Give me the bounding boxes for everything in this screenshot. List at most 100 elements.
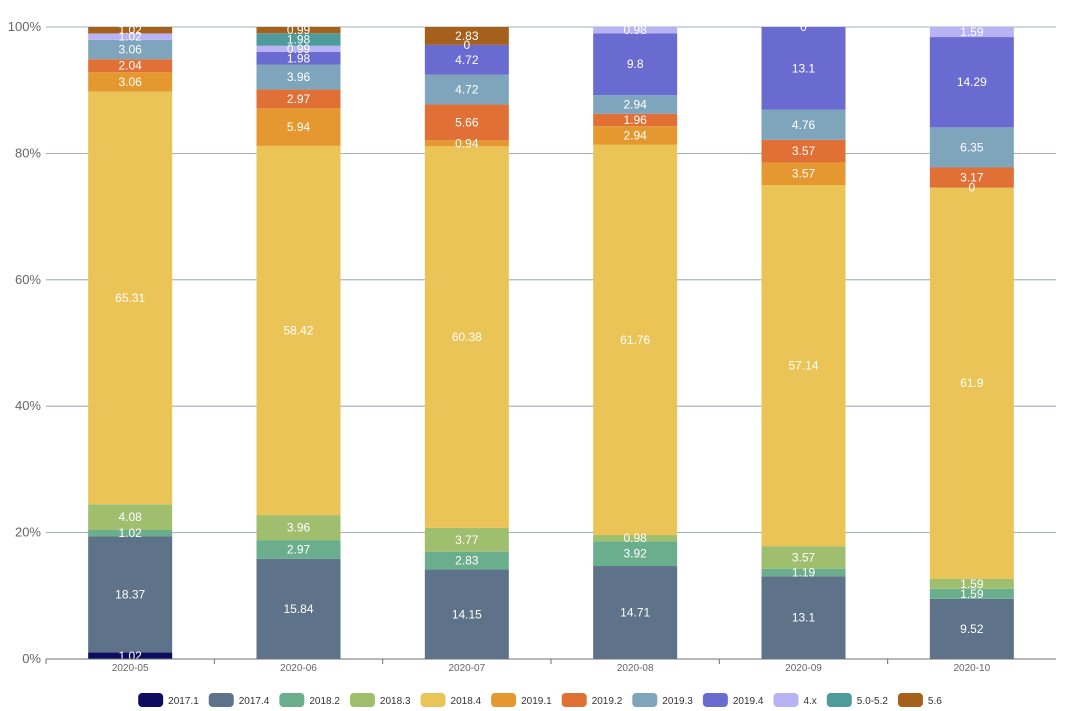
- bar-segment[interactable]: [88, 39, 173, 60]
- bar-segment[interactable]: [256, 540, 341, 559]
- bar-segment[interactable]: [593, 144, 678, 536]
- bar-segment[interactable]: [424, 104, 509, 141]
- bar-segment[interactable]: [424, 74, 509, 105]
- legend-label[interactable]: 2019.3: [662, 696, 693, 707]
- bar-segment[interactable]: [761, 185, 846, 547]
- x-category-label: 2020-10: [953, 663, 990, 674]
- bar-value-label: 4.72: [455, 53, 479, 67]
- legend-label[interactable]: 2018.4: [451, 696, 482, 707]
- bar-segment[interactable]: [88, 33, 173, 40]
- bar-value-label: 3.96: [287, 521, 311, 535]
- bar-segment[interactable]: [256, 64, 341, 90]
- x-category-label: 2020-05: [112, 663, 149, 674]
- bar-segment[interactable]: [929, 27, 1014, 38]
- bar-segment[interactable]: [761, 27, 846, 110]
- legend-swatch[interactable]: [420, 693, 446, 707]
- bar-segment[interactable]: [424, 44, 509, 75]
- bar-segment[interactable]: [424, 527, 509, 552]
- bar-value-label: 6.35: [960, 140, 984, 154]
- legend-swatch[interactable]: [138, 693, 164, 707]
- bar-value-label: 1.96: [623, 113, 647, 127]
- bar-value-label: 3.57: [792, 167, 816, 181]
- legend-label[interactable]: 4.x: [803, 696, 816, 707]
- legend-swatch[interactable]: [279, 693, 305, 707]
- bar-segment[interactable]: [88, 536, 173, 653]
- legend-label[interactable]: 2019.4: [733, 696, 764, 707]
- bar-segment[interactable]: [761, 109, 846, 140]
- bar-segment[interactable]: [256, 52, 341, 65]
- bar-value-label: 4.76: [792, 118, 816, 132]
- bar-segment[interactable]: [256, 27, 341, 34]
- bar-segment[interactable]: [256, 89, 341, 109]
- bar-value-label: 57.14: [788, 359, 818, 373]
- bar-segment[interactable]: [761, 568, 846, 577]
- bar-segment[interactable]: [256, 45, 341, 53]
- bar-segment[interactable]: [88, 72, 173, 92]
- bar-segment[interactable]: [88, 91, 173, 505]
- bar-segment[interactable]: [88, 504, 173, 531]
- bar-segment[interactable]: [761, 576, 846, 659]
- bar-value-label: 0.99: [287, 23, 311, 37]
- bar-segment[interactable]: [929, 127, 1014, 168]
- x-category-label: 2020-06: [280, 663, 317, 674]
- bar-segment[interactable]: [593, 95, 678, 114]
- legend-swatch[interactable]: [897, 693, 923, 707]
- bar-value-label: 58.42: [283, 323, 313, 337]
- legend-label[interactable]: 2018.3: [380, 696, 411, 707]
- bar-segment[interactable]: [929, 167, 1014, 188]
- bar-segment[interactable]: [88, 530, 173, 537]
- bar-segment[interactable]: [424, 569, 509, 659]
- legend-swatch[interactable]: [702, 693, 728, 707]
- bar-segment[interactable]: [593, 535, 678, 542]
- bar-segment[interactable]: [929, 578, 1014, 589]
- bar-segment[interactable]: [88, 27, 173, 34]
- bar-segment[interactable]: [761, 139, 846, 163]
- legend-label[interactable]: 2017.4: [239, 696, 270, 707]
- y-tick-label: 80%: [15, 145, 41, 160]
- bar-segment[interactable]: [593, 126, 678, 145]
- legend-label[interactable]: 2017.1: [168, 696, 199, 707]
- bar-segment[interactable]: [593, 566, 678, 659]
- bar-segment[interactable]: [593, 113, 678, 127]
- legend-swatch[interactable]: [491, 693, 517, 707]
- bar-segment[interactable]: [424, 27, 509, 45]
- bar-segment[interactable]: [256, 558, 341, 659]
- bar-segment[interactable]: [929, 598, 1014, 659]
- legend-swatch[interactable]: [208, 693, 234, 707]
- legend-label[interactable]: 2019.2: [592, 696, 623, 707]
- bar-segment[interactable]: [88, 59, 173, 73]
- bar-value-label: 1.02: [118, 649, 142, 663]
- bar-segment[interactable]: [593, 33, 678, 96]
- legend-swatch[interactable]: [561, 693, 587, 707]
- legend-swatch[interactable]: [826, 693, 852, 707]
- legend-label[interactable]: 2019.1: [521, 696, 552, 707]
- bar-segment[interactable]: [424, 140, 509, 147]
- bar-segment[interactable]: [256, 515, 341, 541]
- bar-segment[interactable]: [256, 108, 341, 146]
- bar-segment[interactable]: [929, 187, 1014, 579]
- bar-value-label: 9.8: [627, 57, 644, 71]
- legend-label[interactable]: 5.6: [928, 696, 942, 707]
- bar-segment[interactable]: [424, 551, 509, 570]
- bar-segment[interactable]: [88, 652, 173, 659]
- bar-segment[interactable]: [424, 146, 509, 528]
- bar-segment[interactable]: [929, 588, 1014, 599]
- legend-swatch[interactable]: [349, 693, 375, 707]
- bar-segment[interactable]: [256, 145, 341, 516]
- bar-segment[interactable]: [929, 37, 1014, 128]
- y-tick-label: 0%: [22, 651, 41, 666]
- legend-swatch[interactable]: [773, 693, 799, 707]
- bar-segment[interactable]: [761, 546, 846, 569]
- bar-segment[interactable]: [593, 27, 678, 34]
- legend-swatch[interactable]: [632, 693, 658, 707]
- legend-label[interactable]: 2018.2: [309, 696, 340, 707]
- legend-label[interactable]: 5.0-5.2: [857, 696, 889, 707]
- bar-segment[interactable]: [593, 541, 678, 567]
- bar-segment[interactable]: [256, 33, 341, 46]
- bar-segment[interactable]: [761, 162, 846, 185]
- bar-value-label: 0.98: [623, 531, 647, 545]
- bar-value-label: 18.37: [115, 588, 145, 602]
- bar-value-label: 4.08: [118, 510, 142, 524]
- bar-value-label: 0: [463, 38, 470, 52]
